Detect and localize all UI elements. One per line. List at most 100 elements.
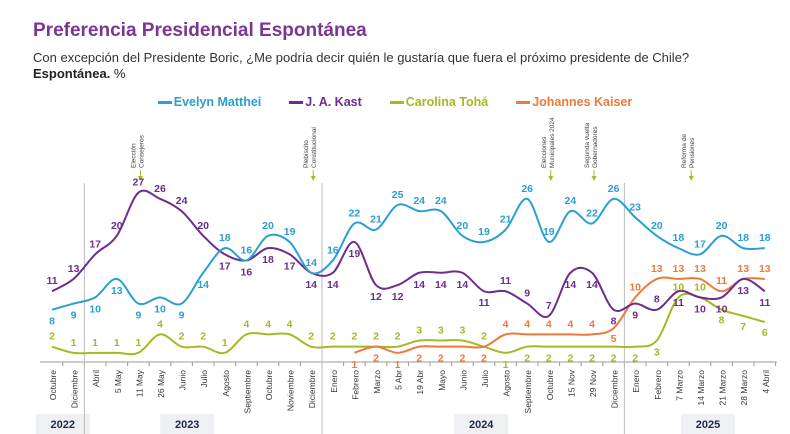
- data-label: 10: [629, 281, 641, 293]
- x-tick-label: 28 Marzo: [739, 370, 749, 406]
- data-label: 14: [565, 279, 577, 291]
- legend-swatch: [157, 101, 172, 105]
- data-label: 8: [49, 316, 55, 328]
- year-box: [160, 414, 215, 434]
- data-label: 20: [197, 220, 209, 232]
- x-tick-label: Octubre: [545, 370, 555, 401]
- legend-item: J. A. Kast: [289, 95, 362, 109]
- data-label: 10: [716, 303, 728, 315]
- x-tick-label: Septiembre: [242, 370, 252, 414]
- x-tick-label: 14 Marzo: [696, 370, 706, 406]
- data-label: 2: [567, 353, 573, 365]
- legend-item: Evelyn Matthei: [157, 95, 261, 109]
- x-tick-label: Octubre: [264, 370, 274, 401]
- data-label: 2: [373, 353, 379, 365]
- chart-title: Preferencia Presidencial Espontánea: [33, 20, 367, 41]
- x-tick-label: Octubre: [48, 370, 58, 401]
- data-label: 4: [243, 318, 249, 330]
- data-label: 13: [737, 285, 749, 297]
- data-label: 2: [481, 331, 487, 343]
- x-tick-label: 29 Nov: [588, 369, 598, 397]
- data-label: 5: [611, 333, 617, 345]
- data-label: 20: [111, 220, 123, 232]
- x-tick-label: Diciembre: [610, 370, 620, 409]
- data-label: 9: [135, 310, 141, 322]
- data-label: 18: [219, 232, 231, 244]
- data-label: 2: [459, 353, 465, 365]
- data-label: 6: [762, 327, 768, 339]
- x-tick-label: 5 May: [113, 369, 123, 393]
- data-label: 9: [71, 310, 77, 322]
- data-label: 9: [179, 310, 185, 322]
- data-label: 4: [589, 318, 595, 330]
- chart-subtitle: Con excepción del Presidente Boric, ¿Me …: [33, 50, 690, 65]
- data-label: 1: [71, 337, 77, 349]
- data-label: 10: [694, 303, 706, 315]
- series-line-1: [51, 189, 766, 318]
- data-label: 26: [521, 183, 533, 195]
- annotation-arrowhead: [548, 176, 554, 181]
- data-label: 4: [567, 318, 573, 330]
- annotation-arrowhead: [137, 176, 143, 181]
- year-label: 2025: [696, 419, 720, 431]
- x-tick-label: Noviembre: [286, 370, 296, 411]
- data-label: 17: [694, 238, 706, 250]
- data-label: 23: [629, 201, 641, 213]
- annotation-text: Municipales 2024: [549, 117, 556, 168]
- series-line-3: [354, 276, 765, 354]
- data-label: 14: [197, 279, 209, 291]
- x-tick-label: Abril: [91, 370, 101, 387]
- legend: Evelyn Matthei J. A. Kast Carolina Tohá …: [0, 95, 790, 109]
- series-line-0: [51, 197, 765, 311]
- data-label: 1: [114, 337, 120, 349]
- year-label: 2022: [51, 419, 75, 431]
- data-label: 24: [176, 195, 188, 207]
- data-label: 1: [222, 337, 228, 349]
- data-label: 24: [565, 195, 577, 207]
- data-label: 14: [327, 279, 339, 291]
- subtitle-rest: %: [110, 66, 126, 81]
- data-label: 19: [284, 226, 296, 238]
- annotation-text: Gobernadores: [592, 126, 599, 168]
- data-label: 2: [49, 331, 55, 343]
- x-tick-label: 11 May: [134, 369, 144, 397]
- x-tick-label: 19 Abr: [415, 370, 425, 395]
- data-label: 19: [349, 248, 361, 260]
- year-box: [454, 414, 509, 434]
- data-label: 17: [219, 260, 231, 272]
- annotation-text: Reforma de: [681, 134, 688, 168]
- data-label: 11: [759, 297, 770, 309]
- data-label: 13: [694, 263, 706, 275]
- data-label: 4: [546, 318, 552, 330]
- data-label: 9: [524, 288, 530, 300]
- x-tick-label: 15 Nov: [566, 369, 576, 397]
- data-label: 11: [46, 275, 57, 287]
- x-tick-label: 7 Marzo: [674, 370, 684, 401]
- annotation-text: Elección: [130, 143, 137, 168]
- x-tick-label: Julio: [199, 370, 209, 388]
- x-tick-label: 21 Marzo: [718, 370, 728, 406]
- data-label: 2: [524, 353, 530, 365]
- legend-label: Johannes Kaiser: [532, 95, 633, 109]
- data-label: 13: [759, 263, 771, 275]
- annotation-arrowhead: [688, 176, 694, 181]
- x-tick-label: 5 Abr: [394, 370, 404, 390]
- x-tick-label: Junio: [178, 370, 188, 391]
- data-label: 27: [133, 177, 145, 189]
- data-label: 14: [305, 279, 317, 291]
- annotation-text: Segunda vuelta: [584, 122, 591, 168]
- data-label: 10: [89, 303, 101, 315]
- data-label: 22: [349, 207, 361, 219]
- data-label: 8: [719, 315, 725, 327]
- data-label: 16: [241, 244, 253, 256]
- x-tick-label: Enero: [329, 370, 339, 393]
- data-label: 4: [265, 318, 271, 330]
- data-label: 3: [654, 347, 660, 359]
- data-label: 16: [327, 244, 339, 256]
- data-label: 11: [500, 275, 511, 287]
- data-label: 20: [716, 220, 728, 232]
- data-label: 18: [673, 232, 685, 244]
- legend-item: Johannes Kaiser: [516, 95, 632, 109]
- x-tick-label: Marzo: [372, 370, 382, 394]
